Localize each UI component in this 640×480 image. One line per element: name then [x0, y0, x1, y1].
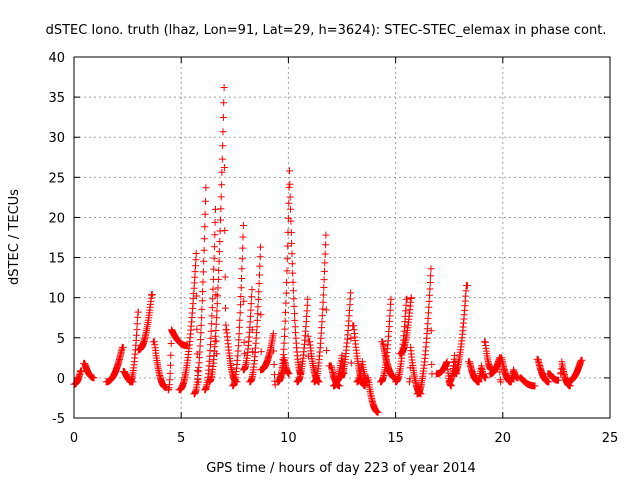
satellite-arc	[276, 167, 305, 382]
satellite-arc	[364, 374, 382, 416]
data-point-markers	[516, 374, 539, 390]
chart-title: dSTEC Iono. truth (lhaz, Lon=91, Lat=29,…	[46, 23, 607, 38]
satellite-arc	[134, 291, 156, 354]
satellite-arc	[293, 295, 312, 386]
satellite-arc	[205, 84, 230, 386]
data-point-markers	[276, 167, 305, 382]
data-point-markers	[80, 359, 98, 382]
y-axis-label: dSTEC / TECUs	[7, 189, 22, 285]
data-point-markers	[257, 330, 279, 389]
data-point-markers	[396, 294, 415, 358]
satellite-arc	[80, 359, 98, 382]
satellite-arc	[396, 294, 415, 358]
x-axis-ticks: 0 5 10 15 20 25	[70, 57, 618, 446]
satellite-arc	[175, 250, 202, 394]
y-tick-label: 15	[48, 252, 65, 267]
satellite-arc	[190, 184, 210, 398]
satellite-arc	[533, 355, 553, 386]
data-point-markers	[239, 286, 257, 374]
data-point-markers	[336, 289, 355, 382]
satellite-arc	[516, 374, 539, 390]
x-tick-label: 10	[280, 431, 297, 446]
data-point-markers	[364, 374, 382, 416]
satellite-arc	[450, 282, 471, 378]
data-point-markers	[175, 250, 202, 394]
satellite-arc	[239, 286, 257, 374]
satellite-arc	[336, 289, 355, 382]
data-point-markers	[413, 265, 436, 398]
satellite-arc	[164, 326, 192, 394]
data-point-markers	[310, 231, 331, 386]
satellite-arc	[557, 358, 574, 390]
y-tick-label: 20	[48, 211, 65, 226]
satellite-arc	[563, 356, 586, 386]
data-point-markers	[70, 367, 85, 388]
data-point-markers	[378, 338, 399, 382]
satellite-arc	[310, 231, 331, 386]
data-point-markers	[102, 343, 127, 386]
data-point-markers	[246, 243, 265, 386]
x-tick-label: 0	[70, 431, 78, 446]
x-tick-label: 5	[177, 431, 185, 446]
satellite-arc	[413, 265, 436, 398]
data-point-markers	[134, 291, 156, 354]
y-tick-label: 0	[57, 372, 65, 387]
y-tick-label: -5	[52, 412, 65, 427]
data-point-markers	[164, 326, 192, 394]
data-point-markers	[563, 356, 586, 386]
satellite-arc	[473, 362, 490, 386]
data-point-markers	[229, 222, 248, 390]
y-tick-label: 35	[48, 91, 65, 106]
satellite-arc	[229, 222, 248, 390]
x-tick-label: 20	[495, 431, 512, 446]
data-point-markers	[557, 358, 574, 390]
satellite-arc	[201, 205, 221, 394]
data-point-markers	[544, 370, 562, 384]
y-tick-label: 25	[48, 171, 65, 186]
data-series	[70, 84, 586, 416]
satellite-arc	[378, 338, 399, 382]
satellite-arc	[102, 343, 127, 386]
satellite-arc	[246, 243, 265, 386]
y-tick-label: 10	[48, 292, 65, 307]
data-point-markers	[293, 295, 312, 386]
y-tick-label: 40	[48, 51, 65, 66]
x-axis-label: GPS time / hours of day 223 of year 2014	[206, 461, 476, 476]
data-point-markers	[473, 362, 490, 386]
data-point-markers	[201, 205, 221, 394]
data-point-markers	[149, 338, 170, 391]
y-tick-label: 30	[48, 131, 65, 146]
satellite-arc	[149, 338, 170, 391]
satellite-arc	[544, 370, 562, 384]
satellite-arc	[257, 330, 279, 389]
satellite-arc	[70, 367, 85, 388]
data-point-markers	[533, 355, 553, 386]
x-tick-label: 15	[387, 431, 404, 446]
x-tick-label: 25	[602, 431, 619, 446]
data-point-markers	[190, 184, 210, 398]
data-point-markers	[450, 282, 471, 378]
y-tick-label: 5	[57, 332, 65, 347]
data-point-markers	[205, 84, 230, 386]
plot-frame	[73, 56, 611, 419]
